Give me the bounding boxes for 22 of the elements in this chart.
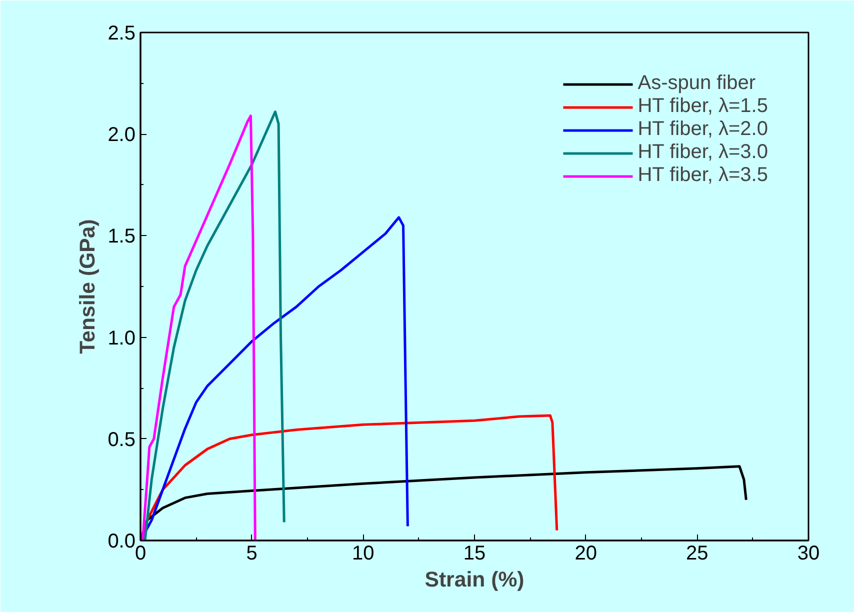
x-tick-label: 30 [797, 542, 820, 564]
x-tick-label: 20 [574, 542, 597, 564]
x-axis-title: Strain (%) [424, 568, 524, 592]
x-tick-label: 0 [134, 542, 146, 564]
y-axis-title: Tensile (GPa) [76, 219, 100, 354]
legend-label: HT fiber, λ=3.5 [638, 164, 768, 187]
legend-label: HT fiber, λ=3.0 [638, 141, 768, 164]
y-tick-label: 2.5 [108, 22, 136, 44]
x-tick-label: 5 [246, 542, 258, 564]
legend-label: HT fiber, λ=2.0 [638, 118, 768, 141]
legend-label: HT fiber, λ=1.5 [638, 95, 768, 118]
x-tick-label: 10 [352, 542, 374, 564]
line-series [144, 110, 286, 540]
y-tick-label: 1.0 [108, 327, 136, 350]
y-tick-label: 0.5 [108, 428, 136, 451]
line-series [141, 114, 256, 540]
y-tick-label: 0.0 [108, 530, 136, 552]
legend-label: As-spun fiber [638, 72, 756, 95]
y-tick-label: 1.5 [108, 226, 136, 248]
y-tick-label: 2.0 [108, 124, 136, 146]
x-tick-label: 15 [463, 542, 486, 564]
x-tick-label: 25 [686, 542, 708, 564]
